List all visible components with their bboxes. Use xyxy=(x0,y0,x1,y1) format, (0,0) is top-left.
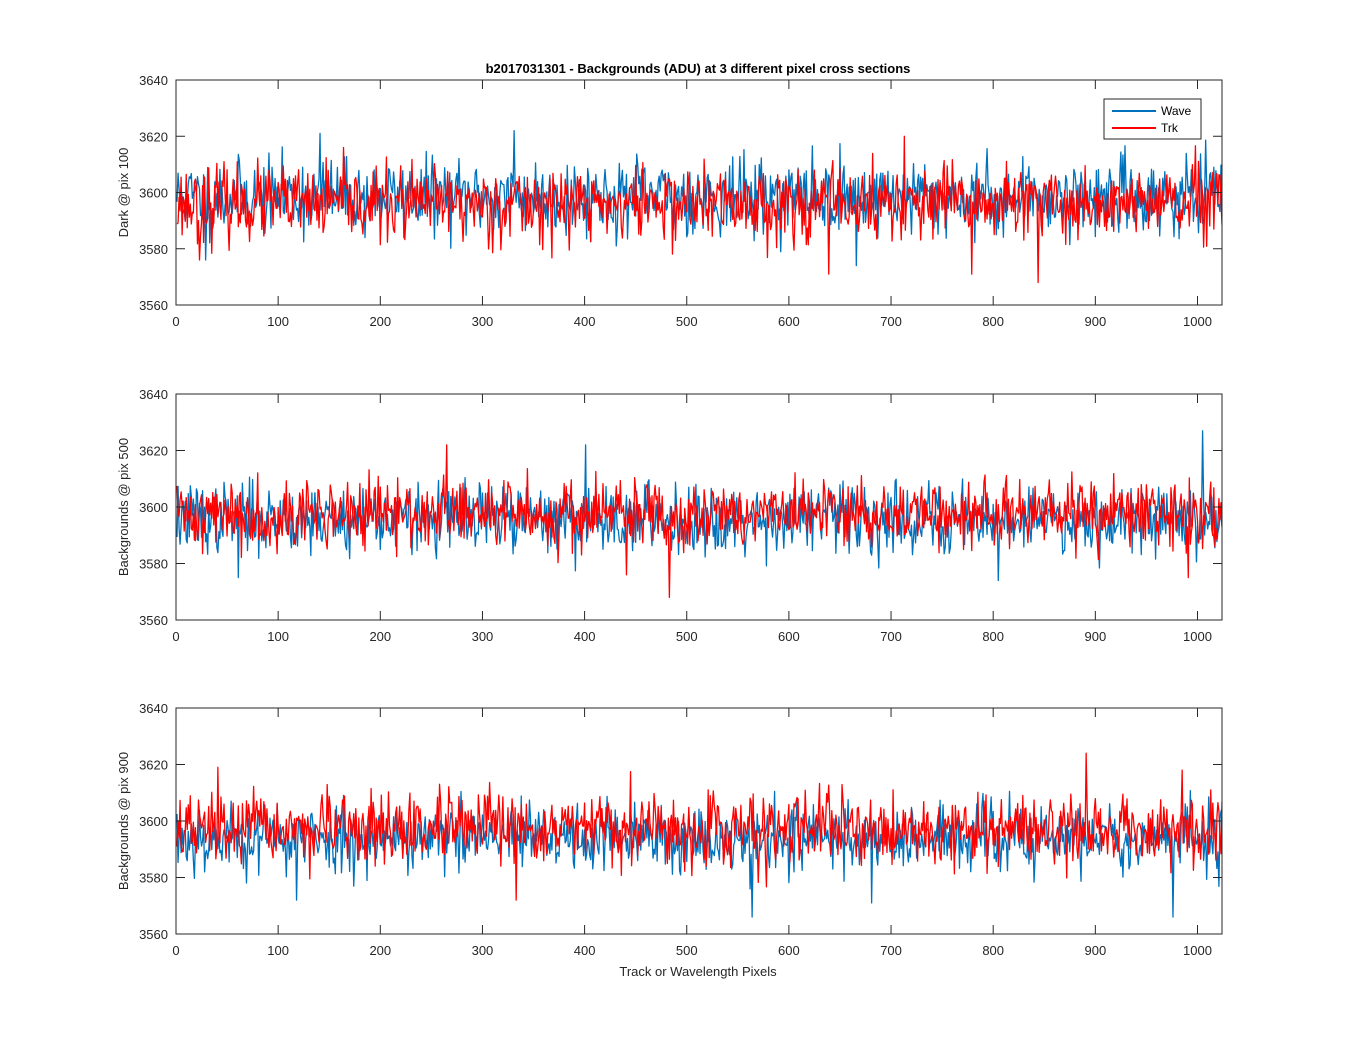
x-tick-label: 400 xyxy=(574,629,596,644)
series-group xyxy=(176,430,1222,599)
x-tick-label: 200 xyxy=(369,629,391,644)
x-tick-label: 800 xyxy=(982,943,1004,958)
legend-box xyxy=(1103,98,1202,140)
series-line-trk xyxy=(176,444,1222,599)
x-tick-label: 200 xyxy=(369,314,391,329)
x-tick-label: 0 xyxy=(172,314,179,329)
x-tick-label: 700 xyxy=(880,629,902,644)
x-tick-label: 0 xyxy=(172,629,179,644)
x-tick-label: 300 xyxy=(472,314,494,329)
x-tick-label: 900 xyxy=(1084,314,1106,329)
x-tick-label: 800 xyxy=(982,314,1004,329)
series-line-wave xyxy=(176,430,1222,582)
panel-1: 0 100 200 300 400 500 600 700 800 900 1000 3560 3580… xyxy=(116,73,1223,329)
y-tick-label: 3600 xyxy=(139,186,168,201)
y-tick-label: 3620 xyxy=(139,129,168,144)
y-tick-label: 3640 xyxy=(139,387,168,402)
x-tick-label: 100 xyxy=(267,943,289,958)
series-line-trk xyxy=(176,135,1222,284)
x-tick-label: 400 xyxy=(574,943,596,958)
y-tick-label: 3600 xyxy=(139,500,168,515)
panel-2: 0 100 200 300 400 500 600 700 800 900 1000 3560 3580… xyxy=(116,387,1223,644)
panel-3: 0 100 200 300 400 500 600 700 800 900 1000 3560 3580… xyxy=(116,701,1223,958)
series-group xyxy=(176,752,1222,918)
panels: 0 100 200 300 400 500 600 700 800 900 100035603580… xyxy=(116,73,1223,958)
series-group xyxy=(176,129,1222,284)
x-tick-label: 600 xyxy=(778,943,800,958)
x-tick-label: 1000 xyxy=(1183,314,1212,329)
x-tick-label: 900 xyxy=(1084,629,1106,644)
y-axis-label: Backgrounds @ pix 900 xyxy=(116,752,131,890)
legend: Wave Trk xyxy=(1103,98,1202,140)
x-tick-label: 300 xyxy=(472,943,494,958)
y-tick-label: 3640 xyxy=(139,701,168,716)
series-line-trk xyxy=(176,752,1222,901)
legend-label-wave: Wave xyxy=(1161,104,1192,118)
y-tick-label: 3620 xyxy=(139,444,168,459)
y-tick-label: 3580 xyxy=(139,871,168,886)
x-tick-label: 700 xyxy=(880,943,902,958)
x-tick-label: 500 xyxy=(676,943,698,958)
y-tick-label: 3620 xyxy=(139,758,168,773)
y-tick-label: 3640 xyxy=(139,73,168,88)
y-tick-label: 3560 xyxy=(139,613,168,628)
y-tick-label: 3580 xyxy=(139,557,168,572)
x-tick-label: 0 xyxy=(172,943,179,958)
y-axis-label: Dark @ pix 100 xyxy=(116,148,131,238)
y-tick-label: 3580 xyxy=(139,242,168,257)
x-tick-label: 900 xyxy=(1084,943,1106,958)
x-tick-label: 300 xyxy=(472,629,494,644)
x-tick-label: 600 xyxy=(778,629,800,644)
y-tick-label: 3560 xyxy=(139,927,168,942)
figure-title: b2017031301 - Backgrounds (ADU) at 3 dif… xyxy=(486,61,911,76)
x-tick-label: 400 xyxy=(574,314,596,329)
x-tick-label: 500 xyxy=(676,314,698,329)
x-tick-label: 500 xyxy=(676,629,698,644)
x-tick-label: 700 xyxy=(880,314,902,329)
x-tick-label: 600 xyxy=(778,314,800,329)
x-tick-label: 1000 xyxy=(1183,629,1212,644)
x-tick-label: 1000 xyxy=(1183,943,1212,958)
legend-label-trk: Trk xyxy=(1161,121,1179,135)
x-tick-label: 800 xyxy=(982,629,1004,644)
y-tick-label: 3560 xyxy=(139,298,168,313)
y-tick-label: 3600 xyxy=(139,814,168,829)
x-tick-label: 100 xyxy=(267,314,289,329)
x-axis-label: Track or Wavelength Pixels xyxy=(619,964,777,979)
y-axis-label: Backgrounds @ pix 500 xyxy=(116,438,131,576)
x-tick-label: 200 xyxy=(369,943,391,958)
x-tick-label: 100 xyxy=(267,629,289,644)
